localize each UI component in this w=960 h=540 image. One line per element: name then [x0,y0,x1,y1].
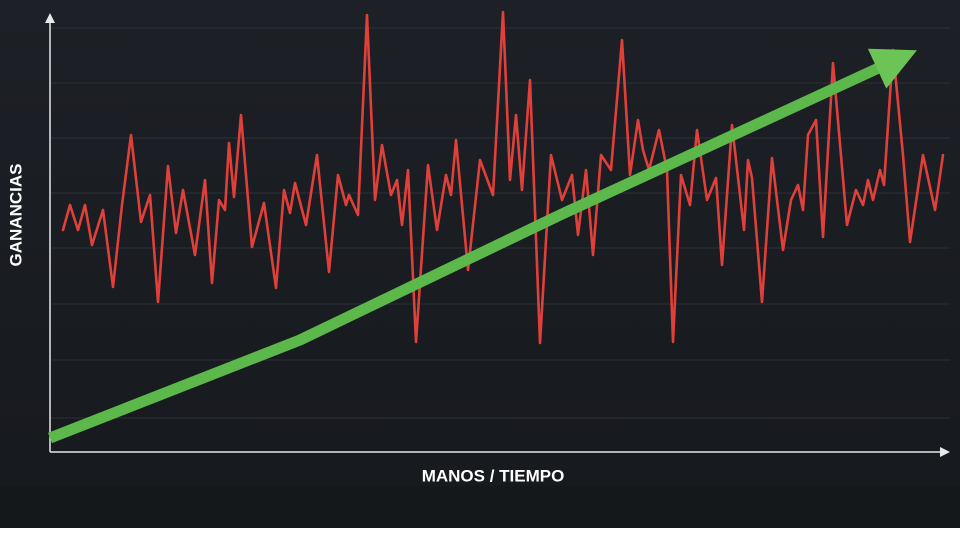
axes [45,13,950,457]
plot-area [47,10,945,444]
footer-band [0,486,960,528]
x-axis-title: MANOS / TIEMPO [422,466,565,485]
y-axis-title: GANANCIAS [6,164,25,267]
x-axis-arrow [940,447,950,457]
data-line [61,10,945,345]
background [0,0,960,528]
trend-arrow [47,48,917,444]
y-axis-arrow [45,13,55,23]
